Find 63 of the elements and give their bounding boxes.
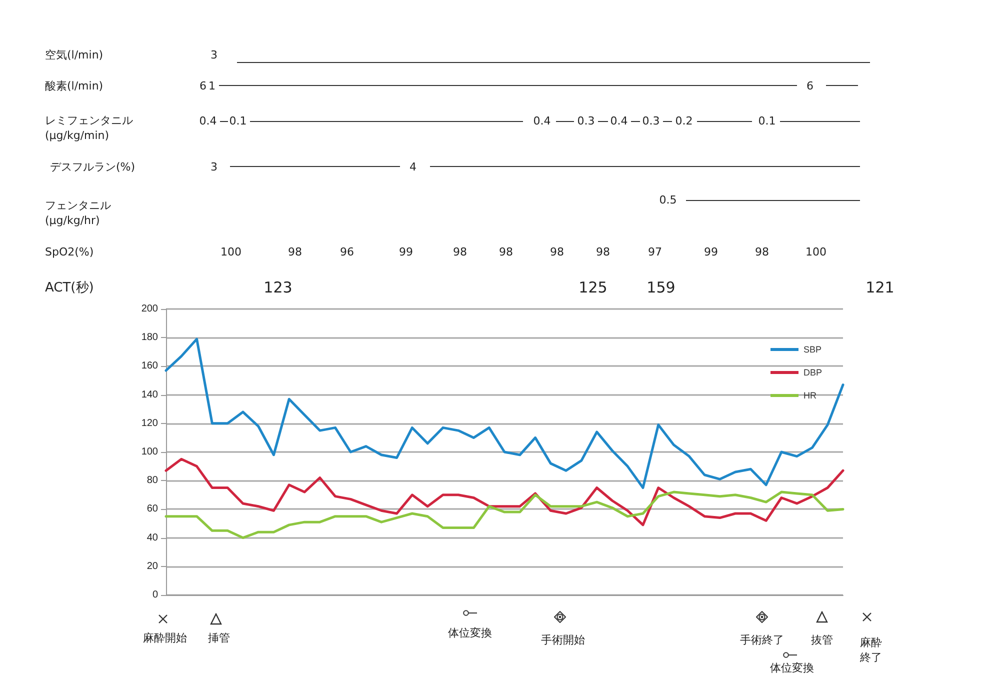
text: 125 [578,278,608,296]
text: レミフェンタニル (μg/kg/min) [45,113,133,143]
y-tick-label: 100 [141,446,158,458]
text: 麻酔終了 [859,635,883,665]
y-tick-label: 40 [146,532,158,544]
text: 0.4 [199,114,217,128]
text: SpO2(%) [45,244,94,260]
text: 麻酔開始 [143,630,187,646]
text: フェンタニル (μg/kg/hr) [45,198,111,228]
legend-label: HR [803,390,817,400]
text: 98 [453,244,467,260]
text: 99 [399,244,413,260]
text: 3 [210,160,218,174]
text: 抜管 [811,632,833,648]
text: 123 [264,278,292,296]
text: 100 [220,244,242,260]
y-tick-label: 140 [141,389,158,400]
line-series [164,458,844,526]
text: デスフルラン(%) [50,160,136,174]
text: 159 [646,278,676,296]
text: 98 [550,244,564,260]
text: 0.2 [675,114,693,128]
text: 96 [340,244,354,260]
text: 手術終了 [740,632,784,648]
text: ACT(秒) [45,280,94,296]
text: 挿管 [208,630,230,646]
y-tick-label: 120 [141,418,158,429]
text: 体位変換 [448,626,492,640]
legend-label: DBP [803,368,822,378]
text: 98 [499,244,513,260]
text: 体位変換 [770,660,814,676]
text: 6 [806,78,814,94]
text: 0.4 [533,114,551,128]
y-tick-label: 80 [146,475,158,486]
line-series [164,490,844,540]
text: 4 [410,160,416,174]
line-series [164,338,844,489]
text: 98 [288,244,302,260]
text: 98 [596,244,610,260]
y-tick-label: 180 [141,332,158,344]
text: 手術開始 [541,632,585,648]
y-tick-label: 160 [141,360,158,372]
text: 0.4 [610,114,628,128]
text: 0.5 [659,192,677,208]
text: 97 [648,244,662,260]
text: 3 [210,48,218,62]
text: 0.1 [229,114,247,128]
text: 1 [208,78,216,94]
text: 98 [755,244,769,260]
text: 0.3 [577,114,595,128]
text: 121 [866,278,894,296]
text: 0.3 [642,114,660,128]
text: 99 [704,244,718,260]
legend-label: SBP [803,344,822,354]
y-tick-label: 0 [152,590,158,600]
y-tick-label: 200 [141,304,158,314]
y-tick-label: 60 [146,504,158,515]
text: 0.1 [758,114,776,128]
text: 酸素(l/min) [45,78,104,94]
y-tick-label: 20 [146,560,158,572]
text: 6 [200,78,206,94]
text: 空気(l/min) [45,48,104,62]
text: 100 [806,244,826,260]
